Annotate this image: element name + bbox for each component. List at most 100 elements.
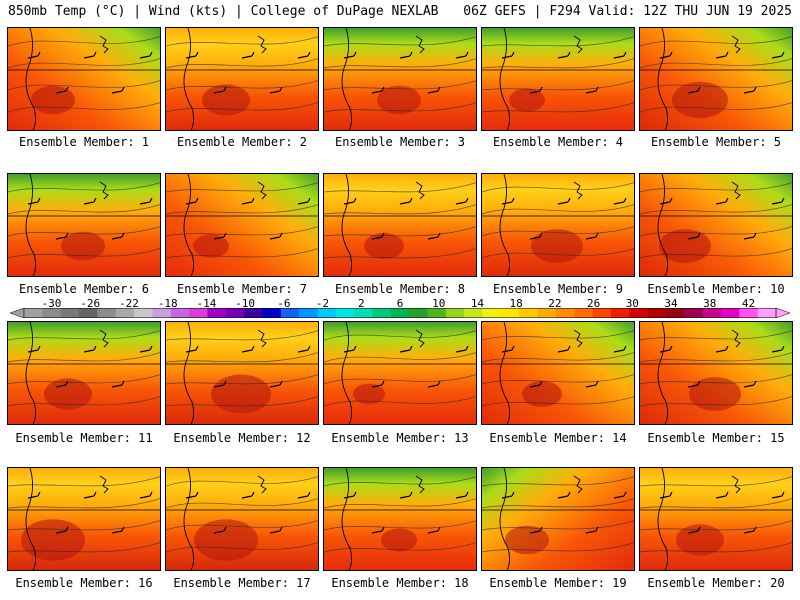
wind-barb [427, 380, 441, 388]
colorbar-tick-label: -10 [235, 297, 256, 310]
ensemble-member-label: Ensemble Member: 4 [492, 135, 624, 149]
warm-core [381, 528, 417, 552]
ensemble-panel [7, 321, 161, 425]
wind-barb [241, 491, 255, 499]
colorbar-segment [739, 308, 759, 318]
colorbar-segment [702, 308, 722, 318]
height-contour [324, 36, 476, 47]
wind-barb [213, 86, 227, 94]
wind-barb [83, 51, 97, 59]
colorbar-segment [665, 308, 685, 318]
height-contour [324, 476, 476, 487]
height-contour [640, 330, 792, 341]
wind-barb [297, 491, 311, 499]
height-contour [324, 520, 476, 531]
height-contour [166, 102, 318, 113]
island-outline [99, 329, 109, 348]
wind-barb [343, 51, 357, 59]
warm-core [44, 378, 92, 410]
wind-barb [585, 526, 599, 534]
ensemble-member-label: Ensemble Member: 2 [176, 135, 308, 149]
wind-barb [185, 345, 199, 353]
height-contour [640, 80, 792, 91]
height-contour [166, 204, 318, 215]
coastline [499, 174, 511, 276]
island-outline [415, 181, 425, 200]
height-contour [482, 204, 634, 215]
height-contour [482, 182, 634, 193]
ensemble-member-label: Ensemble Member: 16 [15, 576, 153, 590]
wind-barb [139, 345, 153, 353]
warm-core [61, 231, 105, 261]
height-contour [482, 330, 634, 341]
ensemble-member-label: Ensemble Member: 12 [173, 431, 311, 445]
height-contour [166, 520, 318, 531]
coastline [499, 322, 511, 424]
ensemble-panel [165, 321, 319, 425]
colorbar-segment [97, 308, 117, 318]
wind-barb [399, 491, 413, 499]
island-outline [573, 475, 583, 494]
height-contour [8, 182, 160, 193]
island-outline [415, 329, 425, 348]
wind-barb [743, 526, 757, 534]
wind-barb [585, 380, 599, 388]
wind-barb [371, 380, 385, 388]
warm-core [211, 374, 271, 414]
height-contour [324, 352, 476, 363]
colorbar-outline [23, 308, 777, 318]
wind-barb [213, 380, 227, 388]
island-outline [731, 329, 741, 348]
wind-barb [297, 345, 311, 353]
height-contour [640, 374, 792, 385]
wind-barb [743, 232, 757, 240]
height-contour [482, 476, 634, 487]
height-contour [324, 58, 476, 69]
coastline [341, 468, 353, 570]
height-contour [482, 226, 634, 237]
ensemble-member-label: Ensemble Member: 14 [489, 431, 627, 445]
ensemble-member-label: Ensemble Member: 17 [173, 576, 311, 590]
wind-barb [585, 232, 599, 240]
wind-barb [83, 197, 97, 205]
wind-barb [371, 232, 385, 240]
island-outline [731, 181, 741, 200]
coastline [25, 174, 37, 276]
warm-core [194, 519, 258, 561]
temperature-colorbar [10, 308, 790, 318]
colorbar-tick-label: 26 [586, 297, 601, 310]
ensemble-panel [7, 173, 161, 277]
wind-barb [269, 526, 283, 534]
ensemble-member-label: Ensemble Member: 1 [18, 135, 150, 149]
colorbar-segment [500, 308, 520, 318]
wind-barb [55, 232, 69, 240]
wind-barb [399, 51, 413, 59]
height-contour [8, 476, 160, 487]
colorbar-segment [280, 308, 300, 318]
wind-barb [771, 491, 785, 499]
ensemble-panel [481, 321, 635, 425]
coastline [183, 28, 195, 130]
wind-barb [269, 232, 283, 240]
wind-barb [715, 197, 729, 205]
height-contour [166, 498, 318, 509]
wind-barb [715, 51, 729, 59]
island-outline [257, 329, 267, 348]
colorbar-segment [464, 308, 484, 318]
wind-barb [557, 491, 571, 499]
warm-core [505, 525, 549, 555]
coastline [25, 468, 37, 570]
height-contour [166, 330, 318, 341]
wind-barb [297, 197, 311, 205]
ensemble-panel [165, 173, 319, 277]
wind-barb [455, 51, 469, 59]
warm-core [676, 524, 724, 556]
height-contour [640, 248, 792, 259]
height-contour [482, 58, 634, 69]
wind-barb [139, 197, 153, 205]
temperature-field [482, 28, 634, 130]
height-contour [8, 542, 160, 553]
warm-core [31, 85, 75, 115]
wind-barb [111, 86, 125, 94]
wind-barb [771, 345, 785, 353]
